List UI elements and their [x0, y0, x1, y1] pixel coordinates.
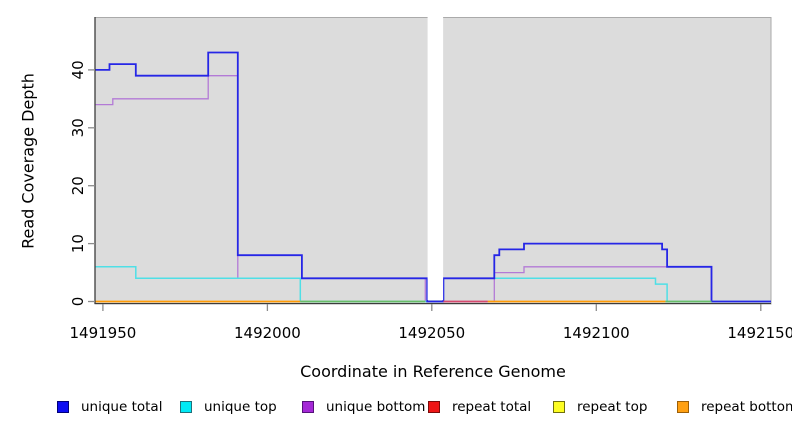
x-tick-label: 1492150	[727, 324, 792, 342]
unique-total-swatch-icon	[57, 401, 69, 413]
x-tick-label: 1491950	[69, 324, 136, 342]
legend-label: repeat total	[452, 399, 532, 415]
legend-label: unique bottom	[326, 399, 426, 415]
legend-item-unique-bottom: unique bottom	[302, 399, 425, 415]
no-data-band	[427, 16, 444, 300]
series-line-unique-bottom	[95, 75, 771, 303]
x-tick-label: 1492100	[563, 324, 630, 342]
y-tick-label: 10	[69, 234, 87, 253]
legend-label: unique top	[204, 399, 277, 415]
y-tick-label: 20	[69, 176, 87, 195]
legend-item-repeat-bottom: repeat bottom	[677, 399, 792, 415]
repeat-bottom-swatch-icon	[677, 401, 689, 413]
legend: unique total unique top unique bottom re…	[0, 399, 792, 419]
y-tick-label: 40	[69, 60, 87, 79]
legend-label: repeat top	[577, 399, 648, 415]
x-tick-label: 1492000	[234, 324, 301, 342]
repeat-top-swatch-icon	[553, 401, 565, 413]
repeat-total-swatch-icon	[428, 401, 440, 413]
y-tick-label: 30	[69, 118, 87, 137]
unique-top-swatch-icon	[180, 401, 192, 413]
legend-label: unique total	[81, 399, 163, 415]
legend-label: repeat bottom	[701, 399, 792, 415]
y-tick-label: 0	[69, 297, 87, 307]
x-axis-title: Coordinate in Reference Genome	[300, 362, 566, 381]
legend-item-repeat-top: repeat top	[553, 399, 647, 415]
series-line-unique-total	[95, 51, 771, 303]
legend-item-unique-total: unique total	[57, 399, 162, 415]
legend-item-unique-top: unique top	[180, 399, 277, 415]
y-axis-title: Read Coverage Depth	[18, 73, 38, 249]
x-tick-label: 1492050	[398, 324, 465, 342]
legend-item-repeat-total: repeat total	[428, 399, 531, 415]
unique-bottom-swatch-icon	[302, 401, 314, 413]
